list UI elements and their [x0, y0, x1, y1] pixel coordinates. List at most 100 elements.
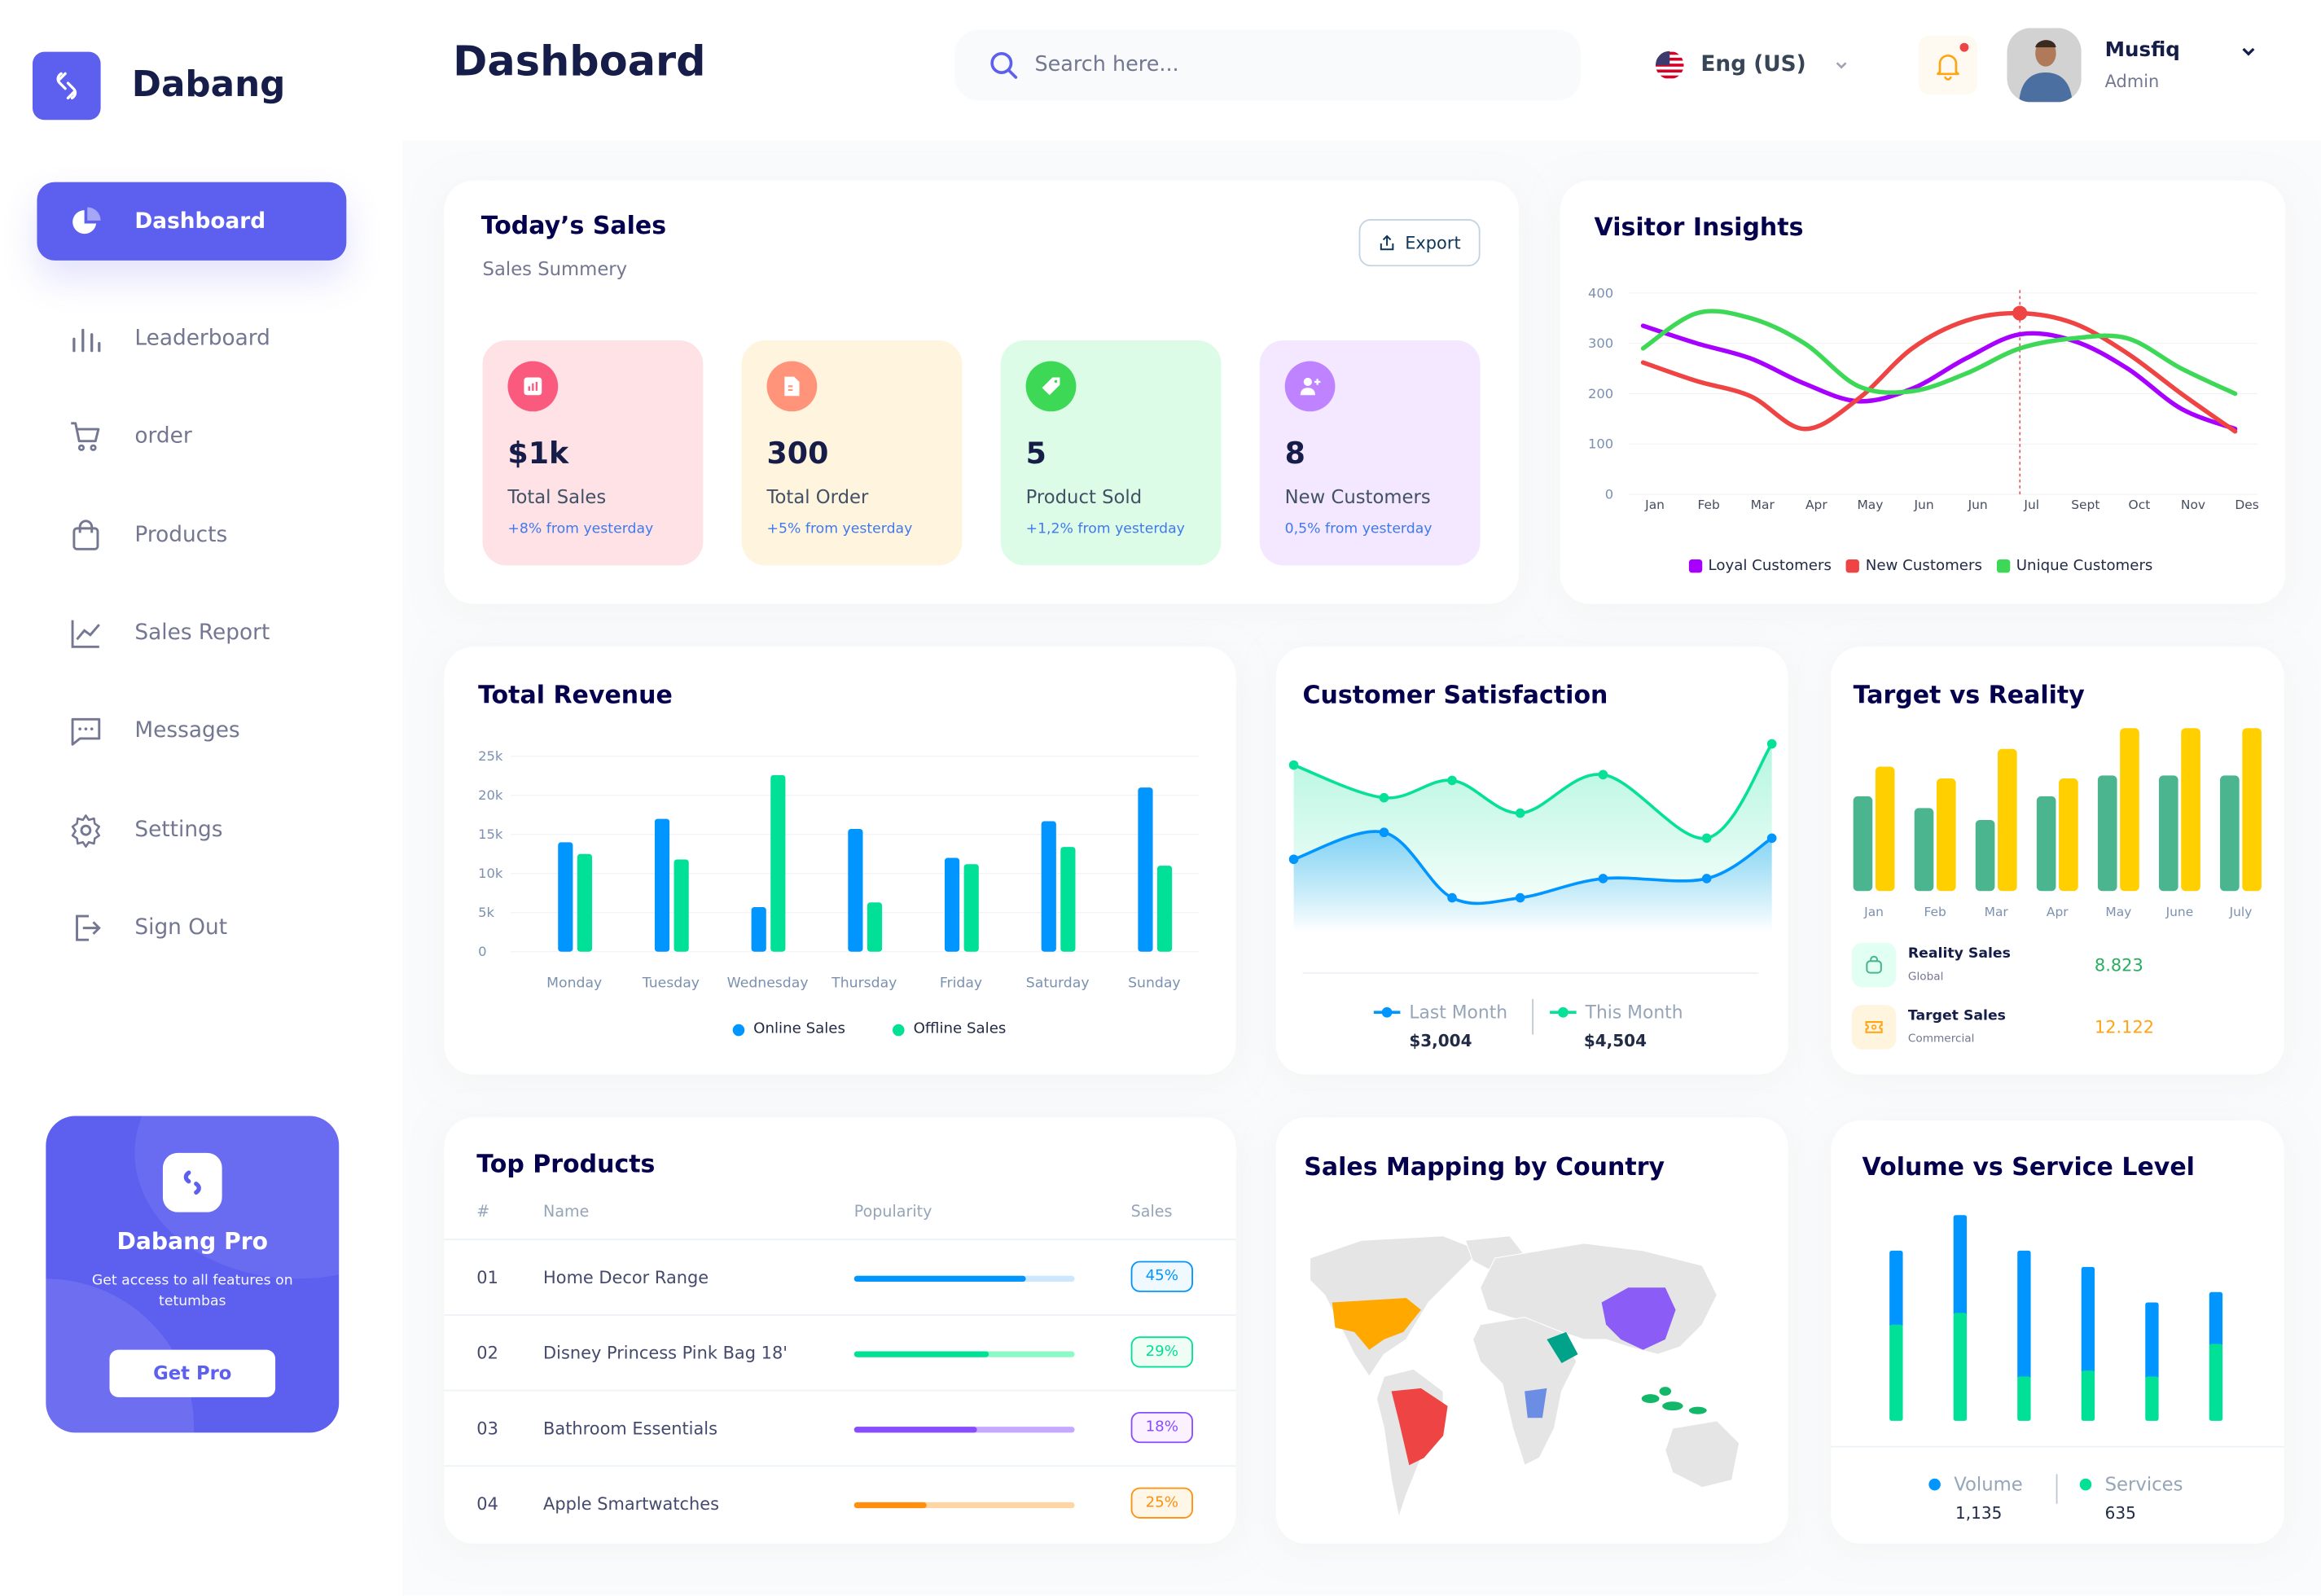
bar-online-sales	[1041, 821, 1056, 952]
table-row[interactable]: 04 Apple Smartwatches 25%	[444, 1465, 1236, 1541]
export-button[interactable]: Export	[1358, 219, 1481, 267]
map-country-congo[interactable]	[1525, 1388, 1547, 1418]
card-title: Top Products	[476, 1150, 656, 1178]
legend-dot	[2079, 1477, 2092, 1490]
y-tick-label: 400	[1588, 285, 1613, 300]
sidebar-item-dashboard[interactable]: Dashboard	[37, 182, 347, 261]
legend-swatch	[1997, 559, 2011, 573]
sales-badge: 45%	[1130, 1261, 1193, 1292]
x-tick-label: July	[2229, 905, 2253, 919]
search-bar[interactable]	[954, 29, 1582, 101]
sidebar-item-label: Products	[134, 523, 228, 548]
shopping-bag-icon	[72, 519, 99, 550]
language-selector[interactable]: Eng (US)	[1655, 47, 1850, 83]
map-region-australia[interactable]	[1665, 1420, 1740, 1489]
bar-online-sales	[558, 842, 573, 952]
sidebar-item-label: Messages	[134, 719, 240, 744]
series-line-new-customers	[1640, 310, 2238, 434]
series-line-unique-customers	[1640, 309, 2238, 397]
card-title: Today’s Sales	[480, 211, 667, 240]
x-tick-label: Apr	[2047, 905, 2069, 919]
product-name: Bathroom Essentials	[543, 1418, 717, 1439]
bar-volume	[2017, 1250, 2031, 1380]
card-title: Total Revenue	[478, 681, 673, 709]
legend-dot	[893, 1023, 905, 1036]
product-rank: 01	[476, 1266, 498, 1288]
add-user-icon	[1284, 361, 1336, 412]
get-pro-button[interactable]: Get Pro	[109, 1349, 276, 1397]
logo-icon	[183, 1170, 201, 1195]
brand-logo[interactable]	[32, 51, 101, 121]
x-tick-label: Jan	[1863, 905, 1884, 919]
popularity-bar	[853, 1502, 1075, 1509]
bar-volume	[2145, 1302, 2159, 1380]
promo-title: Dabang Pro	[116, 1228, 269, 1256]
x-tick-label: Nov	[2181, 498, 2205, 512]
table-row[interactable]: 01 Home Decor Range 45%	[444, 1239, 1236, 1314]
bar-services	[1889, 1324, 1903, 1421]
sidebar-item-products[interactable]: Products	[37, 486, 346, 585]
sidebar-item-settings[interactable]: Settings	[37, 781, 346, 879]
map-country-brazil[interactable]	[1391, 1388, 1448, 1466]
x-tick-label: Tuesday	[642, 975, 700, 991]
pie-chart-icon	[72, 206, 101, 234]
sidebar-item-order[interactable]: order	[37, 388, 346, 487]
legend-label: Loyal Customers	[1708, 558, 1832, 575]
map-country-usa[interactable]	[1332, 1298, 1421, 1350]
product-rank: 02	[476, 1342, 498, 1364]
cart-icon	[71, 423, 100, 452]
sidebar-item-label: Sign Out	[134, 915, 228, 940]
notifications-button[interactable]	[1918, 35, 1978, 95]
reality-sales-row: Reality Sales Global 8.823	[1851, 942, 2266, 988]
avatar[interactable]	[2007, 28, 2082, 103]
map-country-china[interactable]	[1601, 1287, 1676, 1350]
target-vs-reality-card: Target vs Reality Reality Sales Global 8…	[1831, 647, 2284, 1075]
row-title: Target Sales	[1907, 1007, 2006, 1024]
bar-services	[1953, 1313, 1968, 1421]
legend: Online Sales Offline Sales	[732, 1021, 1006, 1037]
services-total: 635	[2104, 1503, 2136, 1524]
sidebar-item-leaderboard[interactable]: Leaderboard	[37, 290, 346, 388]
map-country-saudi-arabia[interactable]	[1547, 1331, 1578, 1364]
pro-promo-card: Dabang Pro Get access to all features on…	[46, 1116, 340, 1433]
table-row[interactable]: 02 Disney Princess Pink Bag 18' 29%	[444, 1314, 1236, 1390]
language-label: Eng (US)	[1700, 53, 1806, 77]
user-name: Musfiq	[2104, 38, 2180, 63]
table-row[interactable]: 03 Bathroom Essentials 18%	[444, 1389, 1236, 1466]
data-point	[1598, 770, 1608, 780]
reality-sales-value: 8.823	[2094, 954, 2143, 976]
document-icon	[766, 361, 818, 412]
kpi-value: 300	[766, 435, 829, 471]
x-tick-label: Thursday	[831, 975, 897, 991]
card-title: Target vs Reality	[1853, 681, 2085, 709]
legend-last-month: Last Month	[1373, 1002, 1507, 1023]
y-tick-label: 5k	[478, 905, 494, 920]
chevron-down-icon[interactable]	[2238, 42, 2258, 62]
x-tick-label: Sunday	[1128, 975, 1181, 991]
x-tick-label: Mar	[1751, 498, 1775, 512]
volume-vs-service-chart	[1889, 1215, 2223, 1421]
search-input[interactable]	[1034, 53, 1524, 77]
legend-services: Services	[2079, 1473, 2183, 1495]
volume-total: 1,135	[1955, 1503, 2003, 1524]
popularity-bar	[853, 1275, 1075, 1282]
sidebar-item-sign-out[interactable]: Sign Out	[37, 879, 346, 977]
visitor-insights-card: Visitor Insights Loyal Customers New Cus…	[1560, 180, 2286, 604]
bar-target-sales	[2059, 778, 2078, 892]
legend-line-marker	[1550, 1006, 1577, 1018]
total-revenue-card: Total Revenue Online Sales Offline Sales	[444, 647, 1236, 1075]
y-tick-label: 20k	[478, 787, 503, 803]
legend-swatch	[1688, 559, 1703, 573]
legend: Loyal Customers New Customers Unique Cus…	[1688, 558, 2152, 575]
data-point	[1515, 892, 1525, 903]
gear-icon	[71, 813, 101, 848]
sidebar-item-messages[interactable]: Messages	[37, 682, 346, 781]
last-month-total: $3,004	[1409, 1031, 1472, 1051]
x-tick-label: Apr	[1805, 498, 1827, 512]
data-point	[1447, 892, 1457, 903]
map-country-indonesia[interactable]	[1641, 1387, 1707, 1414]
sidebar-item-sales-report[interactable]: Sales Report	[37, 585, 346, 683]
bar-reality-sales	[1975, 819, 1995, 892]
x-tick-label: Sept	[2071, 498, 2099, 512]
